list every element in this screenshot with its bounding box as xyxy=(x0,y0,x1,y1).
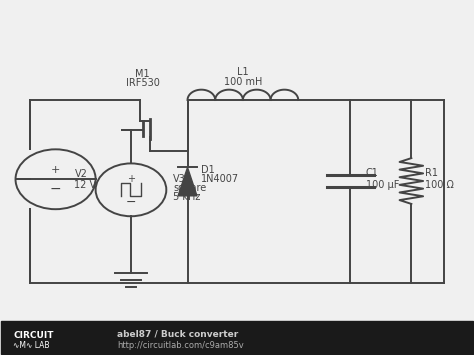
Text: +: + xyxy=(51,165,60,175)
Bar xyxy=(1,321,473,354)
Text: 5 kHz: 5 kHz xyxy=(173,192,201,202)
Text: 12 V: 12 V xyxy=(74,180,97,190)
Text: V3: V3 xyxy=(173,174,186,184)
Text: http://circuitlab.com/c9am85v: http://circuitlab.com/c9am85v xyxy=(117,342,244,350)
Text: L1: L1 xyxy=(237,67,249,77)
Polygon shape xyxy=(178,168,197,196)
Text: 100 Ω: 100 Ω xyxy=(426,180,455,190)
Text: C1: C1 xyxy=(365,168,379,178)
Text: 100 μF: 100 μF xyxy=(365,180,399,190)
Text: M1: M1 xyxy=(136,69,150,79)
Text: R1: R1 xyxy=(426,168,438,178)
Text: IRF530: IRF530 xyxy=(126,78,160,88)
Text: 100 mH: 100 mH xyxy=(224,77,262,87)
Text: −: − xyxy=(50,182,62,196)
Text: +: + xyxy=(127,174,135,184)
Text: D1: D1 xyxy=(201,165,214,175)
Text: ∿M∿ LAB: ∿M∿ LAB xyxy=(13,342,50,350)
Text: abel87 / Buck converter: abel87 / Buck converter xyxy=(117,330,238,339)
Text: square: square xyxy=(173,183,207,193)
Text: V2: V2 xyxy=(74,169,87,179)
Text: CIRCUIT: CIRCUIT xyxy=(13,331,54,340)
Text: −: − xyxy=(126,196,136,209)
Text: 1N4007: 1N4007 xyxy=(201,174,239,184)
